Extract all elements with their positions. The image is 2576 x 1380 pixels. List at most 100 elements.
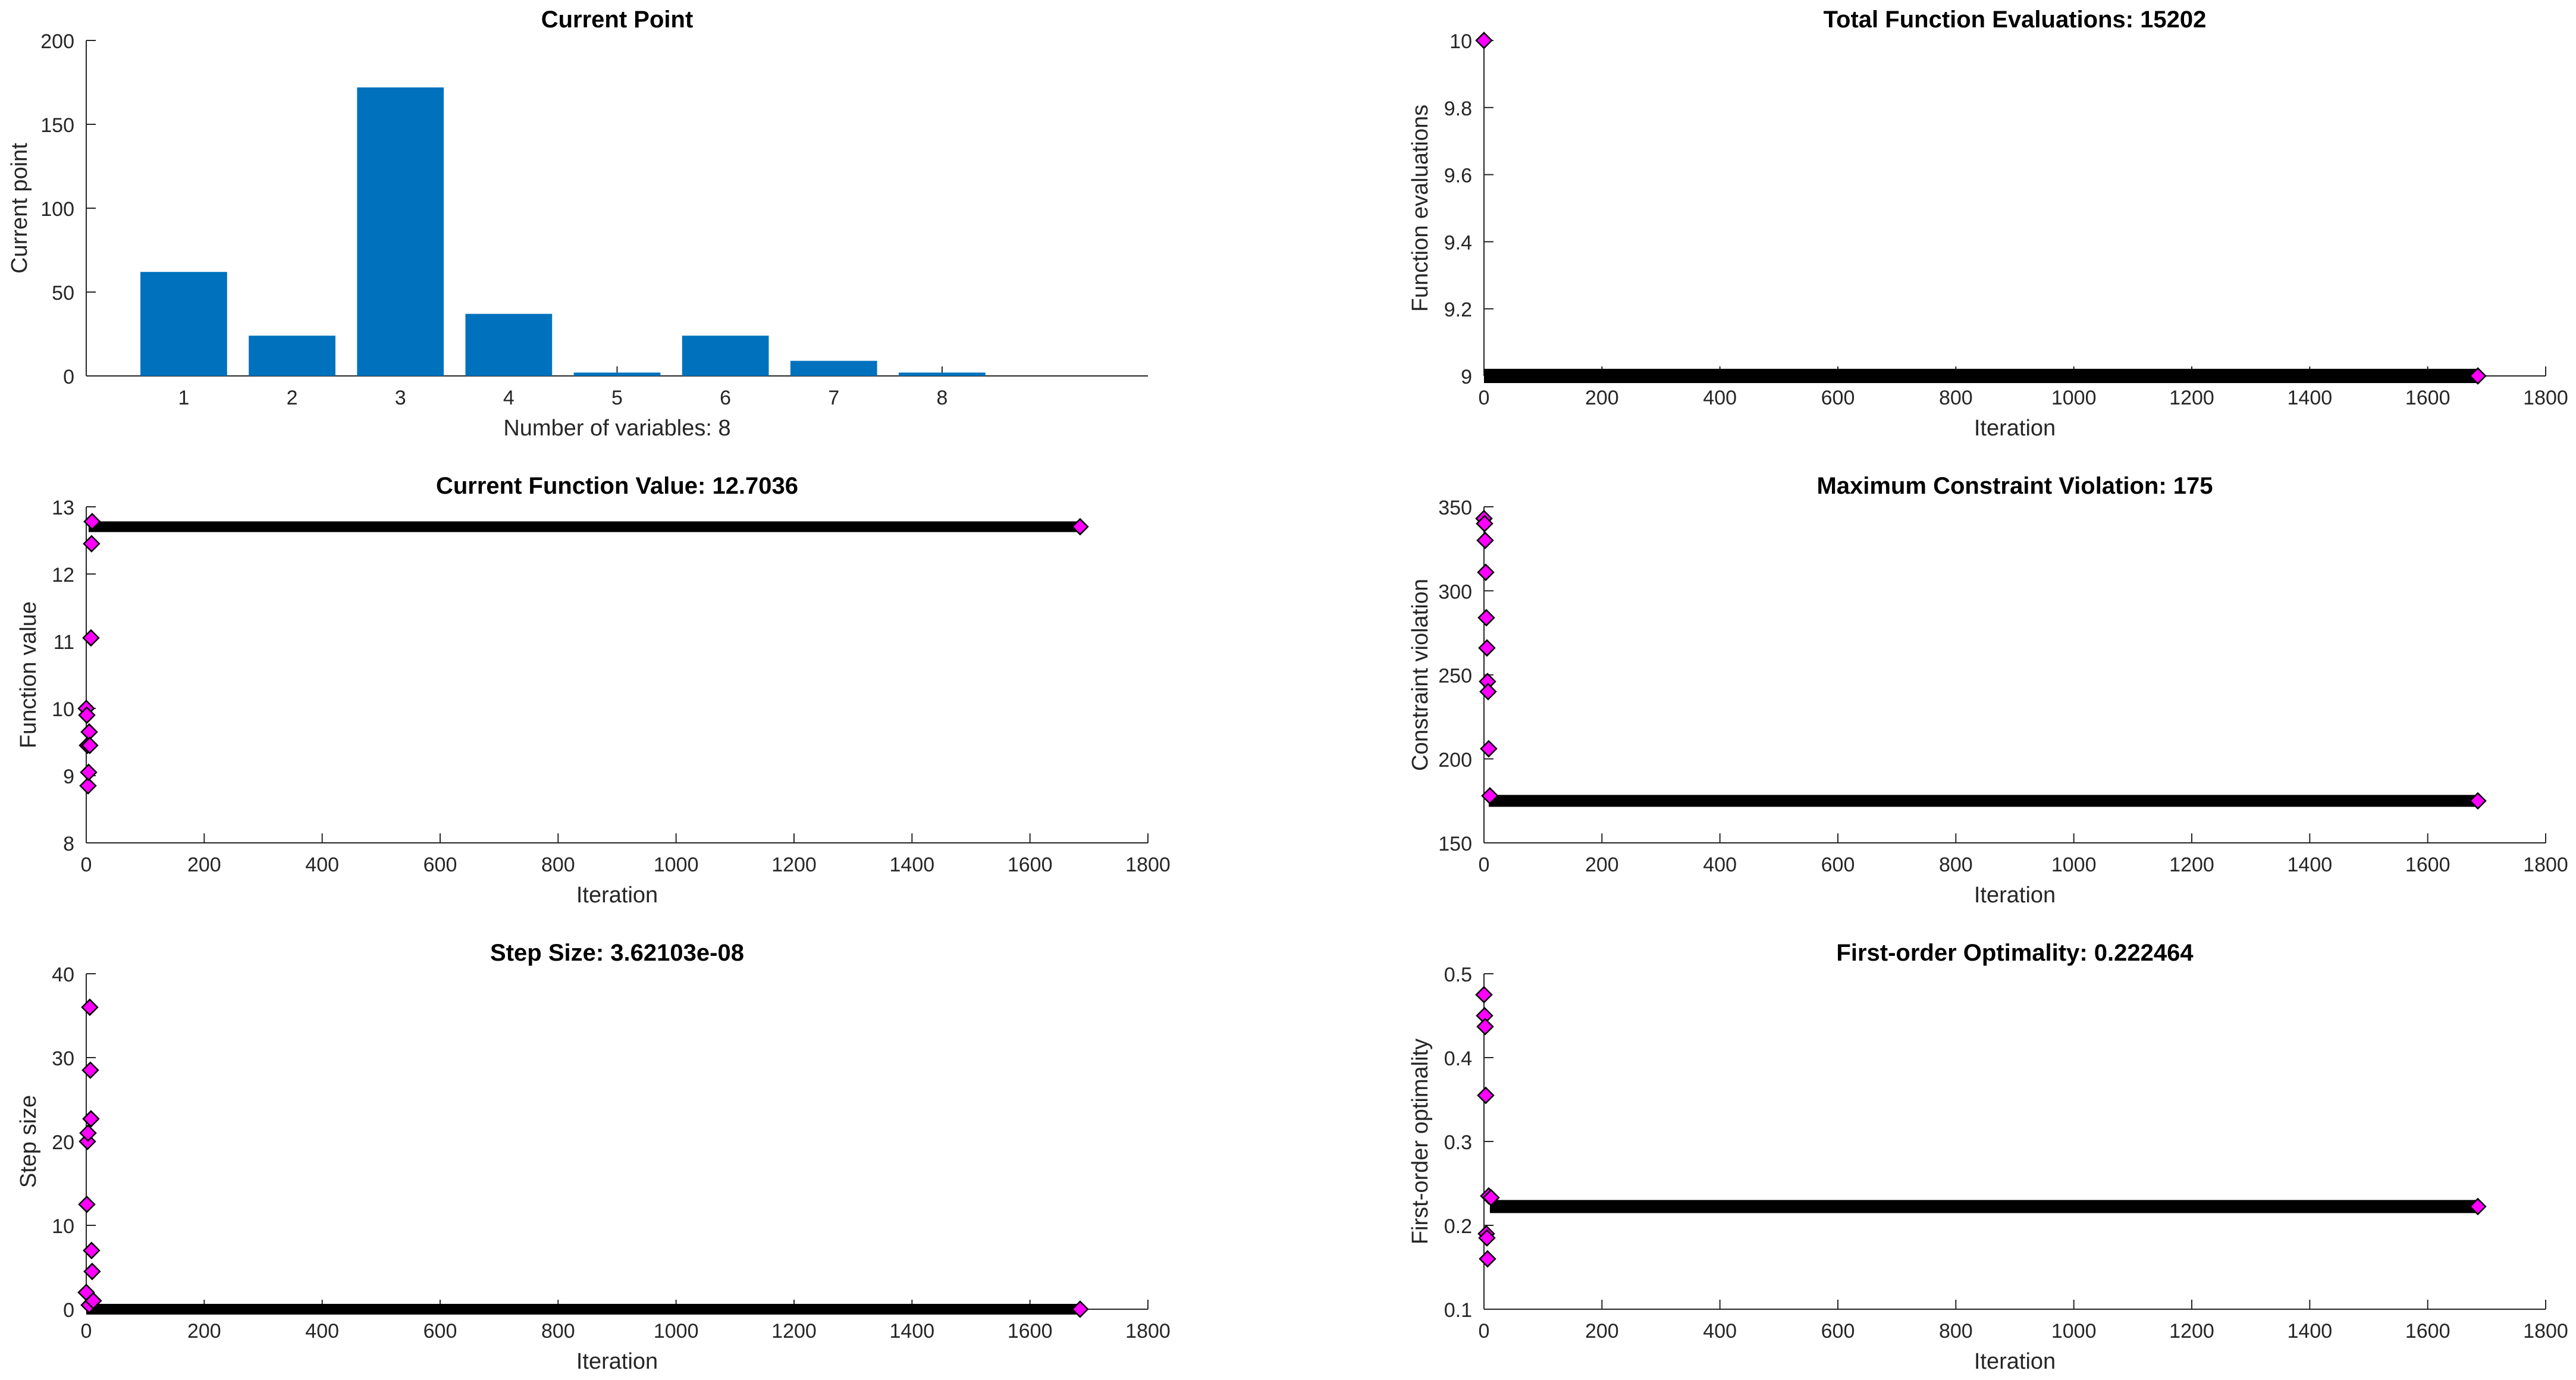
current-point-xtick-label: 3: [395, 387, 406, 409]
first-order-optimality-marker-0: [1475, 986, 1493, 1004]
total-function-evaluations-xlabel: Iteration: [1974, 416, 2056, 441]
current-function-value-marker-10: [1071, 518, 1089, 536]
current-point-xtick-label: 1: [178, 387, 189, 409]
first-order-optimality-marker-8: [1482, 1188, 1500, 1207]
maximum-constraint-violation-marker-7: [1479, 682, 1497, 701]
step-size-xtick-label: 1000: [654, 1320, 699, 1343]
current-function-value-marker-3: [79, 777, 97, 795]
step-size-ytick-label: 0: [63, 1299, 74, 1322]
step-size-ytick-label: 30: [52, 1047, 74, 1070]
maximum-constraint-violation-xlabel: Iteration: [1974, 883, 2056, 908]
current-function-value-ytick-label: 11: [54, 631, 74, 654]
step-size-title: Step Size: 3.62103e-08: [490, 940, 744, 966]
current-point-bar-7: [790, 360, 877, 376]
total-function-evaluations-ytick-label: 9.4: [1444, 231, 1472, 254]
current-function-value-xtick-label: 1200: [771, 854, 817, 876]
step-size-xtick-label: 0: [81, 1320, 92, 1343]
step-size-marker-3: [79, 1124, 97, 1142]
current-function-value-xtick-label: 1800: [1125, 854, 1171, 876]
current-function-value-xtick-label: 200: [187, 854, 221, 876]
maximum-constraint-violation-xtick-label: 0: [1479, 854, 1490, 876]
maximum-constraint-violation-title: Maximum Constraint Violation: 175: [1816, 473, 2213, 499]
total-function-evaluations-xtick-label: 1200: [2169, 387, 2214, 409]
first-order-optimality-xtick-label: 200: [1585, 1320, 1619, 1343]
current-point-xtick-label: 4: [503, 387, 514, 409]
step-size-marker-10: [84, 1292, 102, 1310]
current-point-ylabel: Current point: [7, 143, 32, 274]
current-point-ytick-label: 0: [63, 366, 74, 388]
current-point-xtick-label: 7: [828, 387, 839, 409]
step-size-xtick-label: 600: [423, 1320, 457, 1343]
first-order-optimality-xtick-label: 1800: [2523, 1320, 2568, 1343]
first-order-optimality-title: First-order Optimality: 0.222464: [1836, 940, 2194, 966]
step-size-xtick-label: 1400: [890, 1320, 935, 1343]
current-point-bar-3: [357, 87, 444, 376]
total-function-evaluations-xtick-label: 600: [1821, 387, 1855, 409]
total-function-evaluations-xtick-label: 1800: [2523, 387, 2568, 409]
maximum-constraint-violation-ytick-label: 350: [1438, 497, 1472, 519]
first-order-optimality-xtick-label: 1200: [2169, 1320, 2214, 1343]
total-function-evaluations-xtick-label: 1600: [2405, 387, 2451, 409]
step-size-marker-5: [81, 998, 99, 1017]
current-function-value-xtick-label: 1000: [654, 854, 699, 876]
current-point-xtick-label: 5: [611, 387, 623, 409]
total-function-evaluations-marker-0: [1475, 32, 1493, 49]
total-function-evaluations-ylabel: Function evaluations: [1408, 105, 1433, 312]
maximum-constraint-violation-marker-3: [1477, 563, 1495, 581]
current-function-value-ytick-label: 12: [52, 564, 74, 586]
current-point-xtick-label: 8: [936, 387, 947, 409]
first-order-optimality-xtick-label: 1000: [2051, 1320, 2097, 1343]
current-point-title: Current Point: [541, 7, 694, 33]
first-order-optimality-marker-5: [1478, 1229, 1496, 1247]
first-order-optimality-ytick-label: 0.4: [1444, 1047, 1472, 1070]
step-size-marker-7: [82, 1110, 100, 1128]
first-order-optimality-xlabel: Iteration: [1974, 1349, 2056, 1374]
current-function-value-marker-9: [83, 513, 101, 531]
current-function-value-xtick-label: 600: [423, 854, 457, 876]
total-function-evaluations-ytick-label: 10: [1449, 30, 1472, 53]
total-function-evaluations-title: Total Function Evaluations: 15202: [1824, 7, 2207, 33]
current-function-value-xtick-label: 800: [541, 854, 575, 876]
first-order-optimality-xtick-label: 800: [1939, 1320, 1973, 1343]
current-point-bar-6: [682, 335, 769, 376]
maximum-constraint-violation-marker-9: [1481, 787, 1499, 805]
total-function-evaluations-ytick-label: 9.8: [1444, 98, 1472, 120]
current-function-value-ytick-label: 9: [63, 766, 74, 788]
step-size-marker-11: [1071, 1300, 1089, 1318]
step-size-xtick-label: 1800: [1125, 1320, 1171, 1343]
maximum-constraint-violation-marker-10: [2469, 792, 2487, 810]
current-point-ytick-label: 200: [40, 30, 74, 53]
maximum-constraint-violation-ytick-label: 300: [1438, 581, 1472, 603]
current-point-bar-1: [140, 272, 227, 376]
maximum-constraint-violation-xtick-label: 1600: [2405, 854, 2451, 876]
first-order-optimality-xtick-label: 0: [1479, 1320, 1490, 1343]
step-size-xtick-label: 400: [305, 1320, 339, 1343]
current-function-value-xlabel: Iteration: [576, 883, 658, 908]
first-order-optimality-xtick-label: 400: [1703, 1320, 1737, 1343]
maximum-constraint-violation-marker-1: [1476, 515, 1493, 533]
maximum-constraint-violation-ylabel: Constraint violation: [1408, 579, 1433, 771]
maximum-constraint-violation-ytick-label: 150: [1438, 833, 1472, 855]
current-point-bar-4: [465, 313, 553, 376]
current-function-value-marker-1: [78, 706, 96, 724]
step-size-xtick-label: 1600: [1008, 1320, 1053, 1343]
maximum-constraint-violation-xtick-label: 600: [1821, 854, 1855, 876]
current-function-value-xtick-label: 1600: [1008, 854, 1053, 876]
current-function-value-marker-8: [83, 535, 101, 553]
current-function-value-marker-6: [81, 736, 99, 754]
first-order-optimality-marker-2: [1476, 1018, 1494, 1036]
first-order-optimality-ytick-label: 0.5: [1444, 964, 1472, 986]
maximum-constraint-violation-xtick-label: 1200: [2169, 854, 2214, 876]
first-order-optimality-marker-6: [1479, 1250, 1496, 1268]
maximum-constraint-violation-marker-2: [1476, 531, 1494, 550]
current-point-ytick-label: 50: [52, 282, 74, 305]
first-order-optimality-marker-9: [2469, 1197, 2487, 1216]
current-function-value-ylabel: Function value: [16, 601, 41, 748]
current-point-xtick-label: 2: [287, 387, 298, 409]
total-function-evaluations-ytick-label: 9.6: [1444, 165, 1472, 187]
maximum-constraint-violation-marker-4: [1477, 609, 1495, 627]
step-size-ylabel: Step size: [16, 1095, 41, 1188]
total-function-evaluations-ytick-label: 9.2: [1444, 299, 1472, 321]
current-function-value-xtick-label: 0: [81, 854, 92, 876]
current-point-bar-2: [249, 335, 335, 376]
